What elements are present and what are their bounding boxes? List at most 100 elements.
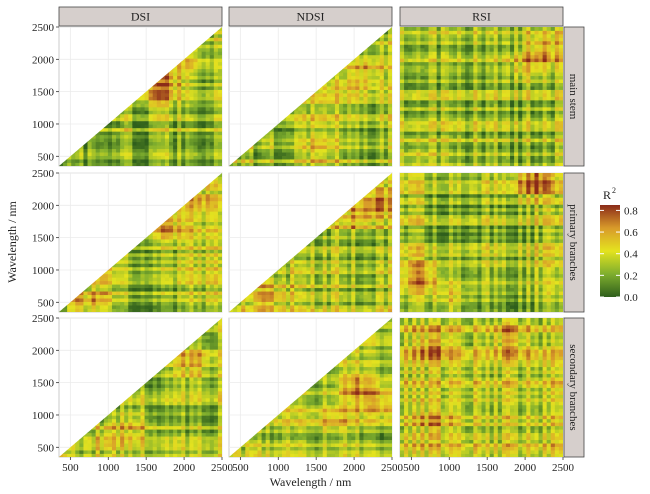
heatmap-cell [534, 96, 539, 101]
heatmap-cell [310, 259, 315, 264]
heatmap-cell [302, 291, 307, 296]
heatmap-cell [546, 148, 552, 153]
heatmap-cell [189, 72, 194, 77]
heatmap-cell [375, 252, 381, 257]
heatmap-cell [213, 141, 219, 146]
heatmap-cell [124, 145, 129, 150]
heatmap-cell [116, 148, 121, 153]
heatmap-cell [440, 124, 446, 129]
heatmap-cell [546, 72, 552, 77]
heatmap-cell [116, 305, 121, 309]
heatmap-cell [428, 75, 433, 80]
heatmap-cell [197, 256, 203, 261]
heatmap-cell [217, 263, 222, 268]
heatmap-cell [473, 113, 478, 118]
heatmap-cell [546, 99, 552, 104]
heatmap-cell [281, 155, 287, 160]
heatmap-cell [351, 68, 356, 73]
heatmap-cell [269, 159, 275, 163]
heatmap-cell [136, 308, 141, 312]
heatmap-cell [367, 197, 373, 202]
heatmap-cell [461, 72, 466, 77]
heatmap-cell [351, 239, 356, 243]
heatmap-cell [416, 127, 421, 132]
heatmap-cell [330, 273, 336, 278]
heatmap-cell [375, 124, 381, 129]
heatmap-cell [120, 263, 125, 268]
heatmap-cell [440, 138, 446, 143]
heatmap-cell [193, 117, 198, 122]
heatmap-cell [452, 89, 458, 94]
heatmap-cell [501, 110, 507, 115]
heatmap-cell [160, 301, 166, 306]
heatmap-cell [181, 294, 186, 299]
heatmap-cell [144, 99, 150, 104]
heatmap-cell [107, 277, 113, 282]
heatmap-cell [359, 214, 364, 219]
heatmap-cell [269, 162, 275, 166]
heatmap-cell [298, 155, 303, 160]
heatmap-cell [205, 245, 211, 250]
heatmap-cell [473, 96, 478, 101]
heatmap-cell [420, 152, 425, 156]
heatmap-cell [213, 68, 219, 73]
heatmap-cell [542, 30, 548, 35]
heatmap-cell [489, 54, 495, 59]
heatmap-cell [197, 298, 203, 302]
heatmap-cell [339, 294, 344, 299]
heatmap-cell [424, 113, 429, 118]
heatmap-cell [347, 228, 352, 233]
heatmap-cell [169, 145, 174, 150]
heatmap-cell [205, 86, 211, 90]
heatmap-cell [469, 124, 474, 129]
heatmap-cell [173, 235, 178, 240]
heatmap-cell [530, 159, 535, 163]
heatmap-cell [452, 127, 458, 132]
heatmap-cell [95, 134, 101, 139]
heatmap-cell [550, 103, 556, 108]
heatmap-cell [436, 131, 442, 136]
heatmap-cell [558, 44, 563, 49]
heatmap-cell [363, 51, 368, 56]
heatmap-cell [351, 256, 356, 261]
heatmap-cell [314, 145, 320, 150]
heatmap-cell [379, 124, 385, 129]
heatmap-cell [514, 131, 519, 136]
heatmap-cell [363, 193, 368, 198]
heatmap-cell [554, 152, 560, 156]
heatmap-cell [213, 131, 219, 136]
heatmap-cell [457, 75, 462, 80]
heatmap-cell [416, 152, 421, 156]
heatmap-cell [87, 284, 92, 289]
heatmap-cell [363, 148, 368, 153]
heatmap-cell [99, 159, 105, 163]
heatmap-cell [343, 263, 348, 268]
heatmap-cell [209, 65, 215, 70]
heatmap-cell [347, 301, 352, 306]
heatmap-cell [558, 40, 563, 45]
heatmap-cell [469, 103, 474, 108]
heatmap-cell [554, 120, 560, 125]
heatmap-cell [132, 305, 137, 309]
heatmap-cell [197, 301, 203, 306]
heatmap-cell [505, 44, 511, 49]
heatmap-cell [209, 117, 215, 122]
heatmap-cell [160, 99, 166, 104]
heatmap-cell [310, 270, 315, 275]
heatmap-cell [473, 124, 478, 129]
heatmap-cell [400, 75, 405, 80]
heatmap-cell [87, 141, 92, 146]
heatmap-cell [363, 113, 368, 118]
heatmap-cell [534, 65, 539, 70]
heatmap-cell [469, 68, 474, 73]
heatmap-cell [436, 152, 442, 156]
heatmap-cell [452, 65, 458, 70]
heatmap-cell [408, 79, 413, 84]
heatmap-cell [136, 305, 141, 309]
heatmap-cell [514, 40, 519, 45]
heatmap-cell [169, 259, 174, 264]
heatmap-cell [550, 86, 556, 90]
heatmap-cell [281, 291, 287, 296]
heatmap-cell [201, 287, 207, 292]
heatmap-cell [209, 162, 215, 166]
